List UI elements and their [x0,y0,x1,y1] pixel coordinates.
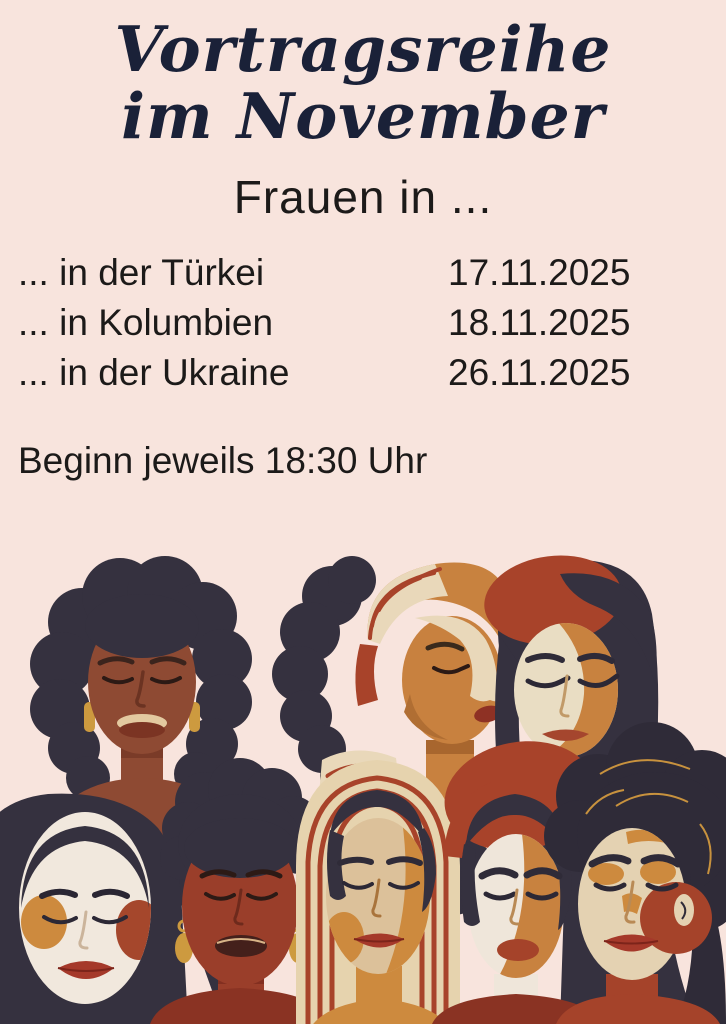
event-date: 18.11.2025 [448,301,631,343]
event-date: 26.11.2025 [448,351,631,393]
women-illustration [0,555,726,1024]
woman-striped-hair [296,760,460,1024]
title-line-2: im November [121,78,605,153]
title-line-1: Vortragsreihe [114,12,612,86]
event-row: ... in der Ukraine 26.11.2025 [18,348,706,398]
poster-title: Vortragsreihe im November [0,16,726,150]
event-list: ... in der Türkei 17.11.2025 ... in Kolu… [18,248,706,398]
time-note: Beginn jeweils 18:30 Uhr [18,439,428,481]
event-date: 17.11.2025 [448,251,631,293]
woman-updo [544,722,726,1024]
woman-pale [0,793,188,1024]
event-topic: ... in der Ukraine [18,351,290,393]
woman-rust-hat [432,741,602,1024]
event-topic: ... in Kolumbien [18,301,274,343]
poster-subtitle: Frauen in ... [233,170,493,223]
event-topic: ... in der Türkei [18,251,265,293]
event-row: ... in der Türkei 17.11.2025 [18,248,706,298]
event-row: ... in Kolumbien 18.11.2025 [18,298,706,348]
